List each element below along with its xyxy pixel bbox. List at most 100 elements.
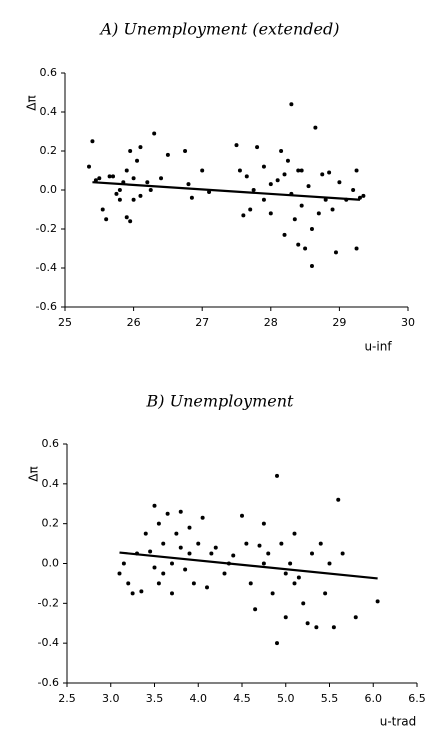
- x-tick-label: 5.0: [277, 692, 295, 705]
- point: [299, 203, 304, 208]
- x-axis-label: u-trad: [380, 715, 417, 729]
- point: [261, 164, 266, 169]
- point: [275, 641, 279, 646]
- point: [237, 168, 242, 173]
- point: [200, 515, 205, 520]
- point: [114, 191, 119, 196]
- point: [130, 591, 135, 596]
- point: [148, 549, 153, 554]
- point: [152, 503, 157, 508]
- point: [222, 571, 227, 576]
- y-tick-label: -0.6: [38, 676, 59, 689]
- point: [351, 188, 356, 192]
- point: [327, 561, 332, 566]
- point: [241, 213, 246, 218]
- point: [131, 176, 136, 181]
- point: [161, 571, 166, 576]
- x-tick-label: 27: [195, 316, 209, 329]
- point: [205, 585, 209, 590]
- point: [309, 264, 314, 269]
- point: [248, 581, 253, 586]
- point: [143, 531, 148, 536]
- point: [191, 581, 196, 586]
- point: [244, 541, 249, 546]
- point: [170, 591, 174, 596]
- point: [283, 615, 288, 620]
- y-tick-label: 0.4: [40, 105, 58, 118]
- point: [183, 149, 188, 153]
- point: [152, 131, 157, 136]
- y-tick-label: -0.4: [38, 636, 59, 649]
- point: [261, 197, 266, 202]
- point: [283, 571, 288, 576]
- point: [117, 571, 122, 576]
- point: [165, 511, 170, 516]
- point: [107, 174, 112, 179]
- fit-line: [119, 551, 378, 580]
- point: [165, 152, 170, 157]
- point: [121, 561, 126, 566]
- point: [196, 541, 201, 546]
- x-tick-label: 5.5: [321, 692, 339, 705]
- point: [255, 145, 260, 150]
- x-tick-label: 6.5: [408, 692, 426, 705]
- point: [354, 168, 359, 173]
- y-tick-label: -0.4: [36, 261, 57, 274]
- point: [178, 545, 183, 550]
- point: [187, 525, 192, 530]
- point: [313, 125, 318, 130]
- point: [282, 172, 287, 177]
- point: [354, 246, 359, 251]
- point: [310, 551, 314, 556]
- y-axis-label: Δπ: [25, 95, 39, 110]
- point: [240, 513, 244, 518]
- point: [253, 607, 258, 612]
- point: [189, 195, 194, 200]
- point: [333, 250, 338, 255]
- point: [320, 172, 325, 177]
- y-tick-label: 0.2: [40, 144, 58, 157]
- point: [159, 176, 164, 181]
- point: [209, 551, 214, 556]
- point: [161, 541, 166, 546]
- point: [261, 521, 266, 526]
- y-axis-label: Δπ: [27, 466, 41, 481]
- point: [289, 102, 294, 107]
- point: [100, 207, 105, 212]
- point: [353, 615, 358, 620]
- point: [145, 180, 150, 185]
- point: [124, 215, 129, 220]
- point: [288, 561, 293, 566]
- point: [126, 581, 131, 586]
- y-tick-label: -0.2: [36, 222, 57, 235]
- x-tick-label: 3.0: [102, 692, 120, 705]
- point: [152, 565, 157, 570]
- point: [330, 207, 335, 212]
- point: [361, 193, 366, 198]
- point: [251, 188, 256, 192]
- point: [138, 193, 143, 198]
- point: [248, 207, 253, 212]
- point: [314, 625, 319, 630]
- point: [231, 553, 236, 558]
- point: [296, 168, 301, 173]
- point: [131, 197, 136, 202]
- point: [104, 217, 109, 222]
- x-tick-label: 30: [401, 316, 415, 329]
- point: [268, 182, 273, 187]
- point: [90, 139, 95, 144]
- point: [213, 545, 218, 550]
- point: [301, 601, 306, 606]
- x-tick-label: 2.5: [58, 692, 76, 705]
- point: [375, 599, 380, 604]
- point: [139, 589, 144, 594]
- y-tick-label: -0.6: [36, 300, 57, 313]
- x-tick-label: 26: [127, 316, 141, 329]
- x-tick-label: 6.0: [365, 692, 383, 705]
- x-axis-label: u-inf: [364, 340, 392, 354]
- point: [186, 182, 191, 187]
- point: [138, 145, 143, 150]
- y-tick-label: 0.4: [42, 477, 60, 490]
- point: [337, 180, 342, 185]
